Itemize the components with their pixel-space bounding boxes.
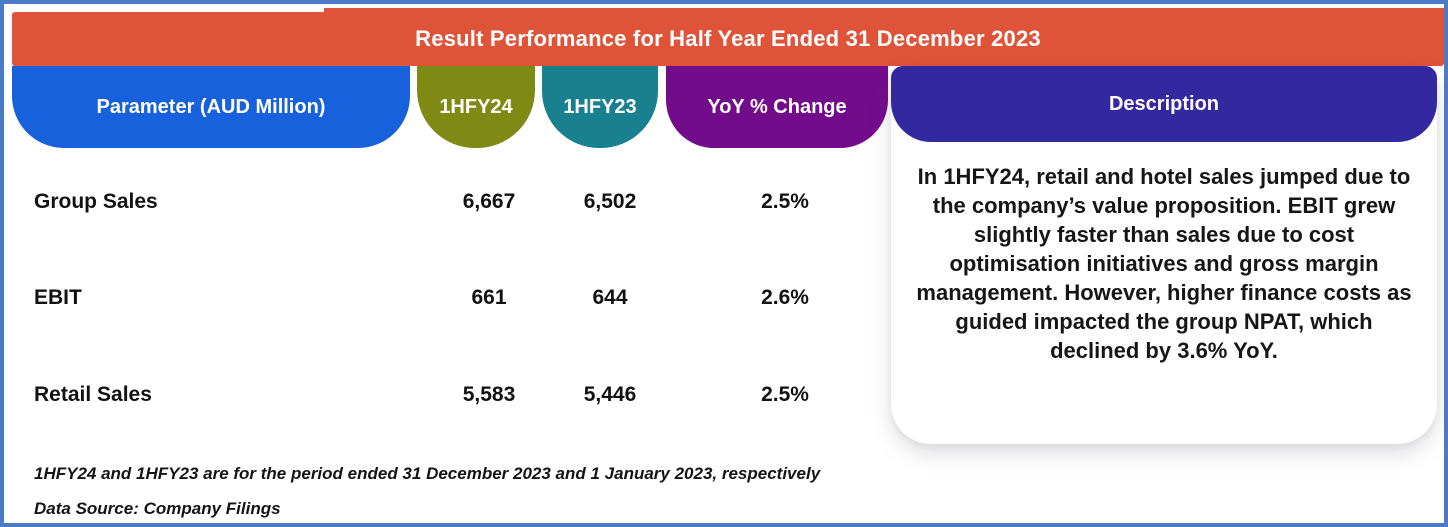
column-header-yoy-change: YoY % Change	[666, 66, 888, 148]
cell-1hfy24: 5,583	[462, 383, 516, 406]
table-row-group-sales: Group Sales 6,667 6,502 2.5%	[12, 190, 892, 218]
column-header-1hfy24-label: 1HFY24	[439, 95, 513, 118]
column-header-description: Description	[891, 66, 1437, 142]
cell-1hfy23: 6,502	[583, 190, 637, 213]
cell-yoy-change: 2.6%	[761, 286, 809, 309]
column-header-yoy-change-label: YoY % Change	[707, 95, 847, 118]
column-header-parameter: Parameter (AUD Million)	[12, 66, 410, 148]
cell-1hfy24: 6,667	[462, 190, 516, 213]
table-row-ebit: EBIT 661 644 2.6%	[12, 286, 892, 314]
column-header-description-label: Description	[1108, 92, 1220, 115]
row-label: EBIT	[34, 286, 82, 309]
footnote-period: 1HFY24 and 1HFY23 are for the period end…	[34, 464, 821, 483]
cell-1hfy23: 644	[592, 286, 628, 309]
row-label: Retail Sales	[34, 383, 152, 406]
column-header-parameter-label: Parameter (AUD Million)	[96, 95, 326, 118]
description-text: In 1HFY24, retail and hotel sales jumped…	[916, 164, 1412, 363]
row-label: Group Sales	[34, 190, 158, 213]
page-title: Result Performance for Half Year Ended 3…	[415, 26, 1041, 51]
table-row-retail-sales: Retail Sales 5,583 5,446 2.5%	[12, 383, 892, 411]
column-header-1hfy24: 1HFY24	[417, 66, 535, 148]
description-card: Description In 1HFY24, retail and hotel …	[891, 66, 1437, 444]
footnote-data-source: Data Source: Company Filings	[34, 499, 281, 518]
cell-yoy-change: 2.5%	[761, 190, 809, 213]
cell-1hfy24: 661	[471, 286, 507, 309]
cell-yoy-change: 2.5%	[761, 383, 809, 406]
column-header-1hfy23: 1HFY23	[542, 66, 658, 148]
cell-1hfy23: 5,446	[583, 383, 637, 406]
title-banner: Result Performance for Half Year Ended 3…	[12, 12, 1444, 66]
column-header-1hfy23-label: 1HFY23	[563, 95, 637, 118]
